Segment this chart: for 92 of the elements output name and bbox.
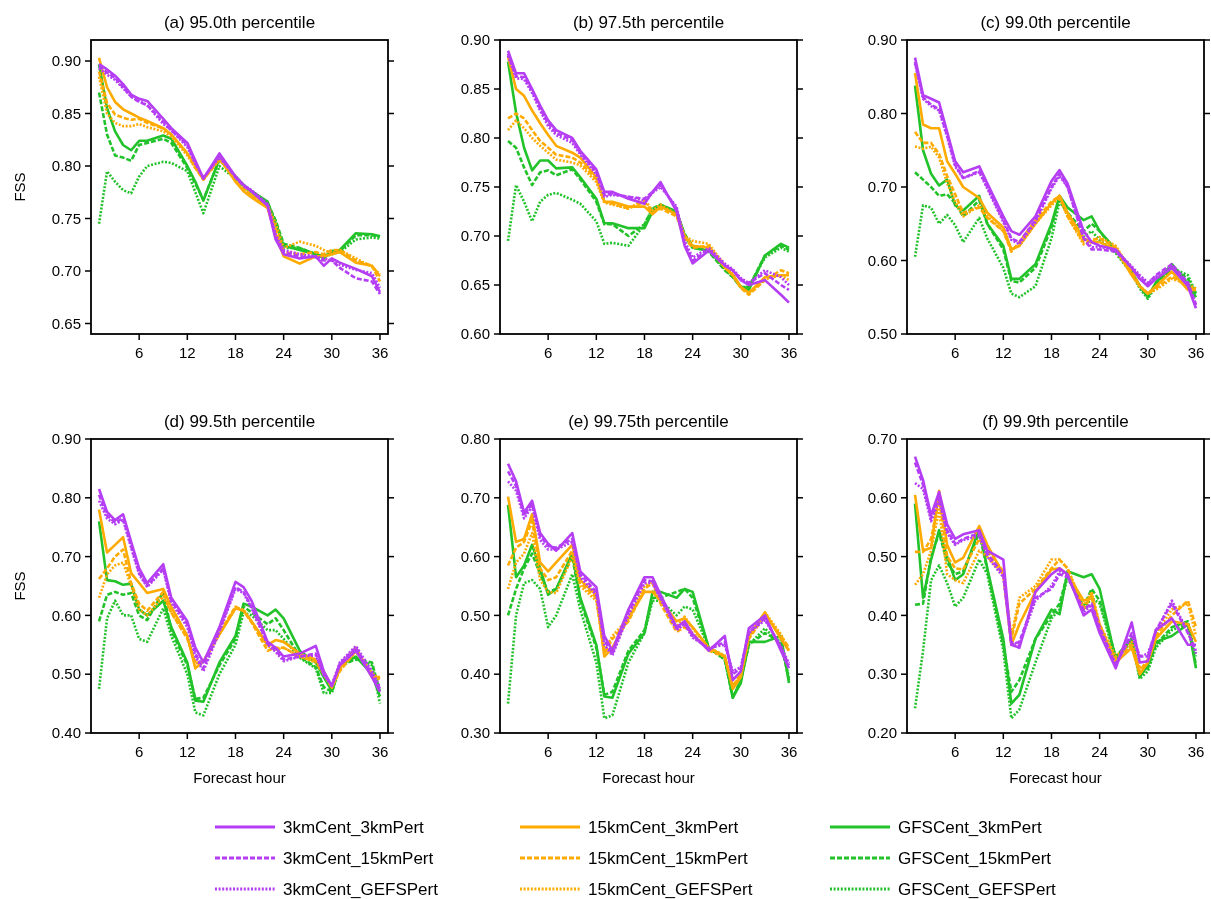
chart-title: (a) 95.0th percentile [163,13,316,32]
y-axis-title: FSS [11,571,28,601]
x-tick-label: 6 [134,344,144,361]
x-tick-label: 36 [1187,743,1205,760]
x-tick-label: 24 [1091,743,1108,760]
y-axis-title: FSS [11,172,28,202]
x-tick-label: 18 [227,743,244,760]
y-tick-label: 0.60 [460,325,490,343]
x-tick-label: 18 [1043,743,1060,760]
legend-label: GFSCent_15kmPert [898,848,1052,868]
x-tick-label: 12 [587,743,605,760]
x-tick-label: 30 [323,344,341,361]
x-tick-label: 6 [950,743,960,760]
x-tick-label: 6 [543,743,553,760]
y-tick-label: 0.80 [51,489,81,507]
y-tick-label: 0.80 [460,430,490,448]
y-tick-label: 0.50 [867,325,897,343]
x-tick-label: 12 [178,344,196,361]
y-tick-label: 0.85 [51,104,81,122]
y-tick-label: 0.80 [867,104,897,122]
y-tick-label: 0.30 [460,724,490,742]
x-tick-label: 18 [636,344,653,361]
x-tick-label: 6 [134,743,144,760]
legend-label: 3kmCent_GEFSPert [283,879,439,899]
chart-title: (f) 99.9th percentile [982,412,1129,431]
y-tick-label: 0.50 [867,547,897,565]
x-tick-label: 30 [732,743,750,760]
chart-title: (b) 97.5th percentile [572,13,725,32]
y-tick-label: 0.70 [460,489,490,507]
x-tick-label: 36 [780,743,798,760]
x-tick-label: 30 [1139,743,1157,760]
x-axis-title: Forecast hour [602,769,695,786]
y-tick-label: 0.70 [51,262,81,280]
chart-title: (c) 99.0th percentile [980,13,1131,32]
x-tick-label: 12 [587,344,605,361]
x-tick-label: 30 [323,743,341,760]
legend-label: 15kmCent_3kmPert [588,817,739,837]
x-tick-label: 24 [275,344,292,361]
y-tick-label: 0.60 [867,251,897,269]
x-tick-label: 30 [732,344,750,361]
chart-title: (d) 99.5th percentile [163,412,316,431]
y-tick-label: 0.85 [460,80,490,98]
x-axis-title: Forecast hour [1009,769,1102,786]
y-tick-label: 0.40 [51,724,81,742]
x-tick-label: 6 [543,344,553,361]
legend-label: 3kmCent_3kmPert [283,817,425,837]
y-tick-label: 0.50 [51,665,81,683]
y-tick-label: 0.60 [460,547,490,565]
y-tick-label: 0.75 [51,209,81,227]
x-tick-label: 18 [1043,344,1060,361]
x-tick-label: 6 [950,344,960,361]
y-tick-label: 0.75 [460,178,490,196]
y-tick-label: 0.20 [867,724,897,742]
x-tick-label: 12 [178,743,196,760]
y-tick-label: 0.30 [867,665,897,683]
x-tick-label: 24 [684,344,701,361]
y-tick-label: 0.60 [51,606,81,624]
x-tick-label: 12 [994,344,1012,361]
legend-label: GFSCent_GEFSPert [898,879,1057,899]
legend-label: 15kmCent_15kmPert [588,848,748,868]
legend-label: GFSCent_3kmPert [898,817,1042,837]
y-tick-label: 0.40 [460,665,490,683]
x-tick-label: 12 [994,743,1012,760]
x-tick-label: 36 [780,344,798,361]
chart-title: (e) 99.75th percentile [568,412,729,431]
y-tick-label: 0.70 [51,547,81,565]
y-tick-label: 0.65 [51,314,81,332]
y-tick-label: 0.90 [51,52,81,70]
y-tick-label: 0.90 [867,31,897,49]
y-tick-label: 0.70 [867,430,897,448]
legend-label: 15kmCent_GEFSPert [588,879,753,899]
x-tick-label: 24 [275,743,292,760]
x-tick-label: 30 [1139,344,1157,361]
legend-label: 3kmCent_15kmPert [283,848,434,868]
y-tick-label: 0.65 [460,276,490,294]
x-tick-label: 24 [684,743,701,760]
y-tick-label: 0.70 [867,178,897,196]
y-tick-label: 0.70 [460,227,490,245]
y-tick-label: 0.80 [51,157,81,175]
x-tick-label: 24 [1091,344,1108,361]
x-axis-title: Forecast hour [193,769,286,786]
x-tick-label: 18 [636,743,653,760]
y-tick-label: 0.80 [460,129,490,147]
y-tick-label: 0.60 [867,489,897,507]
y-tick-label: 0.90 [460,31,490,49]
y-tick-label: 0.90 [51,430,81,448]
y-tick-label: 0.50 [460,606,490,624]
x-tick-label: 36 [1187,344,1205,361]
x-tick-label: 18 [227,344,244,361]
x-tick-label: 36 [371,344,389,361]
y-tick-label: 0.40 [867,606,897,624]
x-tick-label: 36 [371,743,389,760]
